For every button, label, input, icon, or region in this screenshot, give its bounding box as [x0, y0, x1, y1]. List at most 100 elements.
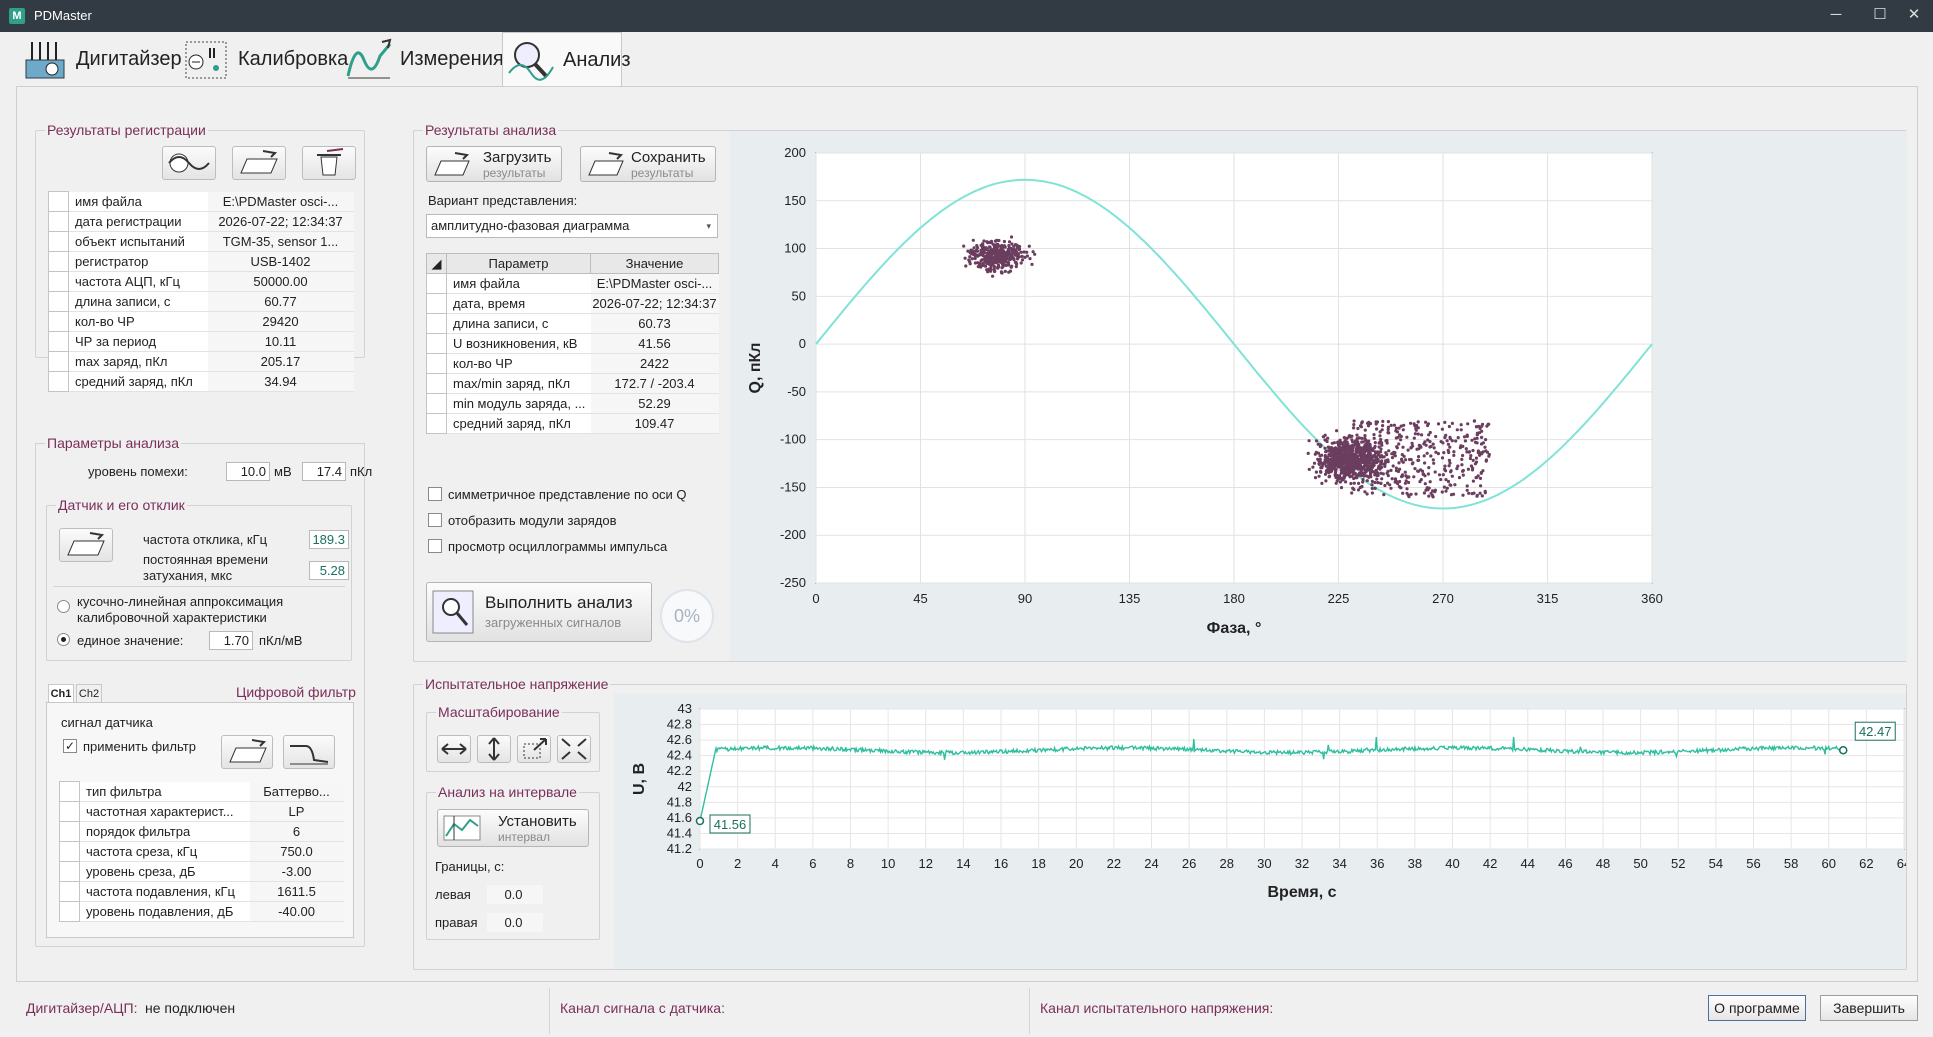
run-analysis-button[interactable]: Выполнить анализ загруженных сигналов — [426, 582, 652, 642]
zoom-fit-button[interactable] — [557, 735, 591, 763]
table-row[interactable]: ЧР за период 10.11 — [48, 331, 354, 352]
y-tick-label: -50 — [787, 384, 806, 399]
row-header[interactable] — [426, 273, 447, 294]
table-row[interactable]: средний заряд, пКл 109.47 — [426, 413, 719, 434]
pd-point — [1485, 424, 1489, 428]
row-header[interactable] — [48, 291, 69, 312]
symmetric-checkbox[interactable] — [428, 487, 442, 501]
set-interval-button[interactable]: Установить интервал — [437, 809, 589, 847]
modules-checkbox[interactable] — [428, 513, 442, 527]
table-row[interactable]: дата регистрации 2026-07-22; 12:34:37 — [48, 211, 354, 232]
row-header[interactable] — [426, 313, 447, 334]
zoom-box-button[interactable] — [517, 735, 551, 763]
piecewise-radio[interactable] — [57, 600, 70, 613]
pd-point — [1398, 433, 1402, 437]
header-value[interactable]: Значение — [590, 253, 719, 274]
row-header[interactable] — [48, 231, 69, 252]
exit-button[interactable]: Завершить — [1820, 995, 1918, 1021]
row-header[interactable] — [426, 293, 447, 314]
variant-dropdown[interactable]: амплитудно-фазовая диаграмма ▾ — [426, 214, 718, 238]
pd-point — [1409, 445, 1414, 449]
header-param[interactable]: Параметр — [446, 253, 591, 274]
apply-filter-checkbox[interactable]: ✓ — [63, 739, 77, 753]
right-bound-field[interactable]: 0.0 — [487, 913, 543, 932]
table-row[interactable]: U возникновения, кВ 41.56 — [426, 333, 719, 354]
table-row[interactable]: max/min заряд, пКл 172.7 / -203.4 — [426, 373, 719, 394]
table-row[interactable]: max заряд, пКл 205.17 — [48, 351, 354, 372]
about-button[interactable]: О программе — [1708, 995, 1806, 1021]
tab-digitizer[interactable]: Дигитайзер — [16, 32, 182, 86]
minimize-button[interactable]: ─ — [1830, 6, 1842, 23]
tab-ch1[interactable]: Ch1 — [48, 684, 74, 702]
x-tick-label: 48 — [1596, 856, 1610, 871]
table-row[interactable]: частотная характерист... LP — [59, 801, 344, 822]
row-header[interactable] — [426, 353, 447, 374]
row-header[interactable] — [48, 311, 69, 332]
table-row[interactable]: регистратор USB-1402 — [48, 251, 354, 272]
pd-point — [999, 247, 1003, 251]
row-header[interactable] — [48, 191, 69, 212]
clear-data-button[interactable] — [302, 146, 356, 180]
zoom-vertical-button[interactable] — [477, 735, 511, 763]
row-header[interactable] — [48, 371, 69, 392]
table-row[interactable]: уровень среза, дБ -3.00 — [59, 861, 344, 882]
oscillogram-checkbox[interactable] — [428, 539, 442, 553]
row-header[interactable] — [426, 333, 447, 354]
row-header[interactable] — [48, 271, 69, 292]
show-signals-button[interactable] — [162, 146, 216, 180]
sort-icon[interactable]: ◢ — [426, 253, 447, 274]
left-bound-field[interactable]: 0.0 — [487, 885, 543, 904]
table-row[interactable]: дата, время 2026-07-22; 12:34:37 — [426, 293, 719, 314]
load-sensor-button[interactable] — [59, 528, 113, 562]
tab-measurements[interactable]: Измерения — [340, 32, 504, 86]
table-row[interactable]: min модуль заряда, ... 52.29 — [426, 393, 719, 414]
tab-calibration[interactable]: Калибровка — [178, 32, 348, 86]
row-header[interactable] — [59, 821, 80, 842]
table-row[interactable]: объект испытаний TGM-35, sensor 1... — [48, 231, 354, 252]
row-header[interactable] — [48, 331, 69, 352]
zoom-horizontal-button[interactable] — [437, 735, 471, 763]
row-header[interactable] — [59, 881, 80, 902]
save-results-button[interactable]: Сохранить результаты — [580, 146, 716, 182]
y-tick-label: -150 — [780, 479, 806, 494]
table-row[interactable]: частота АЦП, кГц 50000.00 — [48, 271, 354, 292]
table-row[interactable]: частота подавления, кГц 1611.5 — [59, 881, 344, 902]
row-header[interactable] — [426, 413, 447, 434]
noise-pc-field[interactable]: 17.4 — [302, 462, 346, 481]
table-row[interactable]: имя файла E:\PDMaster osci-... — [48, 191, 354, 212]
tab-ch2[interactable]: Ch2 — [76, 684, 102, 702]
single-value-radio[interactable] — [57, 633, 70, 646]
row-header[interactable] — [59, 901, 80, 922]
filter-response-button[interactable] — [283, 735, 335, 769]
table-row[interactable]: средний заряд, пКл 34.94 — [48, 371, 354, 392]
table-row[interactable]: кол-во ЧР 2422 — [426, 353, 719, 374]
row-header[interactable] — [426, 393, 447, 414]
table-row[interactable]: длина записи, с 60.77 — [48, 291, 354, 312]
table-row[interactable]: уровень подавления, дБ -40.00 — [59, 901, 344, 922]
row-header[interactable] — [48, 251, 69, 272]
row-header[interactable] — [59, 861, 80, 882]
table-row[interactable]: порядок фильтра 6 — [59, 821, 344, 842]
table-row[interactable]: кол-во ЧР 29420 — [48, 311, 354, 332]
row-header[interactable] — [59, 781, 80, 802]
table-row[interactable]: частота среза, кГц 750.0 — [59, 841, 344, 862]
freq-field[interactable]: 189.3 — [309, 530, 349, 549]
row-header[interactable] — [59, 801, 80, 822]
row-header[interactable] — [48, 211, 69, 232]
row-header[interactable] — [59, 841, 80, 862]
table-row[interactable]: длина записи, с 60.73 — [426, 313, 719, 334]
load-filter-button[interactable] — [221, 735, 273, 769]
close-button[interactable]: ✕ — [1907, 6, 1921, 23]
table-row[interactable]: тип фильтра Баттерво... — [59, 781, 344, 802]
tab-analysis[interactable]: Анализ — [502, 32, 631, 87]
row-header[interactable] — [48, 351, 69, 372]
open-file-button[interactable] — [232, 146, 286, 180]
tau-field[interactable]: 5.28 — [309, 561, 349, 580]
load-results-button[interactable]: Загрузить результаты — [426, 146, 562, 182]
pd-point — [975, 244, 979, 248]
single-value-field[interactable]: 1.70 — [209, 631, 253, 650]
maximize-button[interactable]: ☐ — [1873, 6, 1887, 23]
row-header[interactable] — [426, 373, 447, 394]
table-row[interactable]: имя файла E:\PDMaster osci-... — [426, 273, 719, 294]
noise-mv-field[interactable]: 10.0 — [226, 462, 270, 481]
